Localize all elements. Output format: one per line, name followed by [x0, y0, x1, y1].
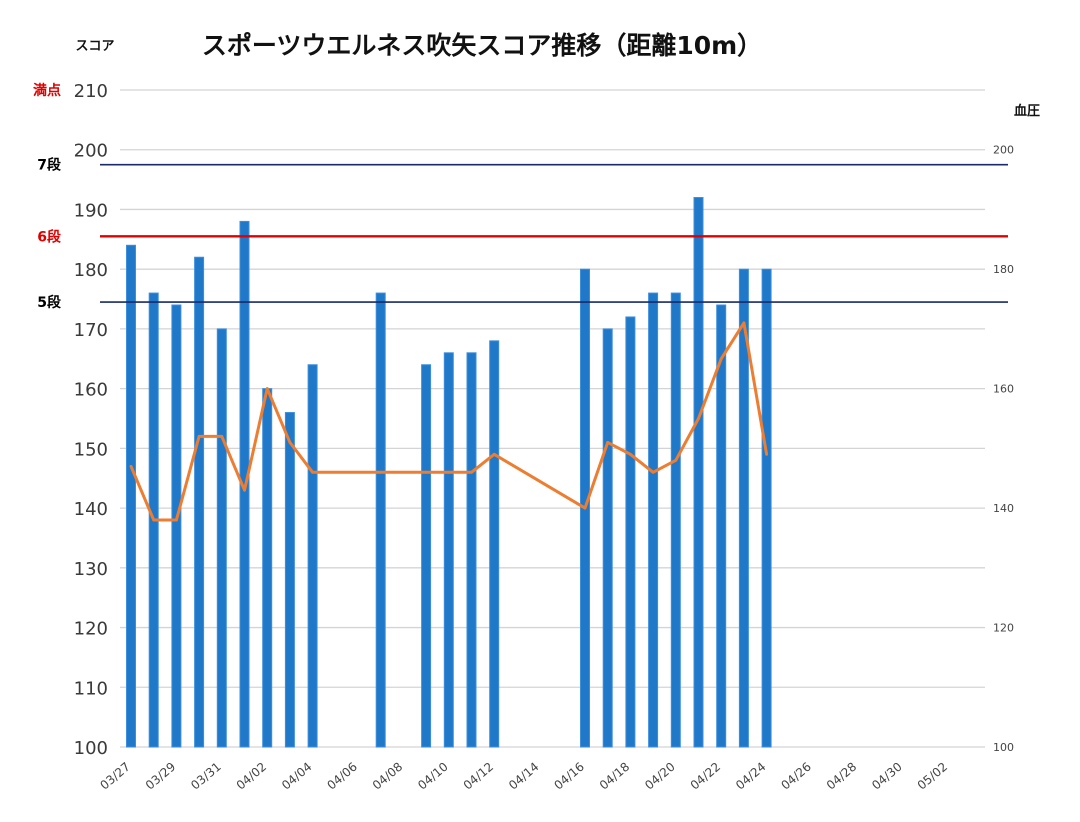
y-tick-label: 190 — [74, 200, 108, 221]
blood-pressure-point — [220, 435, 224, 438]
y-tick-label: 210 — [74, 81, 108, 102]
y2-tick-label: 180 — [993, 263, 1014, 276]
blood-pressure-point — [674, 458, 678, 462]
blood-pressure-point — [606, 440, 610, 444]
blood-pressure-point — [765, 452, 768, 456]
y2-tick-label: 140 — [993, 502, 1014, 515]
score-bar — [171, 304, 182, 748]
score-bar — [262, 388, 273, 748]
y-tick-label: 130 — [74, 559, 108, 580]
y-axis-title: スコア — [75, 39, 114, 54]
blood-pressure-point — [697, 417, 700, 420]
score-bar — [602, 328, 613, 748]
score-bar — [738, 268, 749, 748]
score-bar — [693, 197, 704, 748]
blood-pressure-point — [311, 470, 314, 474]
blood-pressure-point — [152, 518, 156, 522]
score-bar — [284, 412, 295, 748]
y-tick-label: 110 — [74, 678, 108, 699]
blood-pressure-point — [742, 321, 746, 325]
y-tick-label: 160 — [74, 380, 108, 401]
y2-axis-ticks: 100 120 140 160 180 200 — [993, 144, 1014, 754]
y2-tick-label: 200 — [993, 144, 1014, 157]
score-bar — [489, 340, 500, 748]
score-bar — [761, 268, 772, 748]
blood-pressure-point — [379, 470, 383, 474]
blood-pressure-series — [129, 321, 769, 522]
score-bar — [670, 292, 681, 748]
blood-pressure-point — [470, 470, 473, 474]
y-tick-label: 180 — [74, 260, 108, 281]
score-bar — [216, 328, 227, 748]
y-tick-label: 100 — [74, 738, 108, 759]
y-tick-label: 170 — [74, 320, 108, 341]
score-bar — [625, 316, 636, 748]
rank-label: 7段 — [37, 157, 61, 174]
blood-pressure-point — [447, 470, 451, 474]
rank-label: 満点 — [33, 82, 61, 99]
score-bar — [648, 292, 659, 748]
score-bar — [126, 244, 136, 748]
y-tick-label: 150 — [74, 439, 108, 460]
rank-reference-lines: 満点 7段 6段 5段 — [33, 82, 1008, 311]
blood-pressure-point — [175, 518, 178, 522]
y2-tick-label: 120 — [993, 622, 1014, 635]
blood-pressure-point — [492, 452, 496, 456]
score-bar — [421, 364, 432, 748]
rank-label: 6段 — [37, 228, 61, 245]
chart-title: スポーツウエルネス吹矢スコア推移（距離10m） — [202, 31, 762, 60]
score-bar — [716, 304, 727, 748]
score-bar — [466, 352, 477, 748]
blood-pressure-point — [424, 470, 428, 474]
y-tick-label: 200 — [74, 141, 108, 162]
y2-tick-label: 160 — [993, 383, 1014, 396]
y-axis-ticks: 100 110 120 130 140 150 160 170 180 190 200 210 — [74, 81, 108, 759]
y2-axis-title: 血圧 — [1014, 103, 1040, 119]
rank-label: 5段 — [37, 294, 61, 311]
blood-pressure-point — [129, 464, 133, 468]
blood-pressure-point — [629, 452, 632, 456]
y2-tick-label: 100 — [993, 741, 1014, 754]
y-tick-label: 140 — [74, 499, 108, 520]
blood-pressure-point — [197, 435, 201, 438]
blood-pressure-point — [243, 488, 246, 492]
score-bar — [307, 364, 318, 748]
blood-pressure-point — [265, 387, 269, 391]
score-bar — [194, 256, 205, 748]
y-tick-label: 120 — [74, 619, 108, 640]
blood-pressure-point — [583, 506, 587, 510]
blood-pressure-point — [719, 357, 723, 361]
score-bar — [443, 352, 454, 748]
score-bar — [375, 292, 386, 748]
blood-pressure-point — [288, 440, 292, 444]
blood-pressure-point — [651, 470, 655, 474]
